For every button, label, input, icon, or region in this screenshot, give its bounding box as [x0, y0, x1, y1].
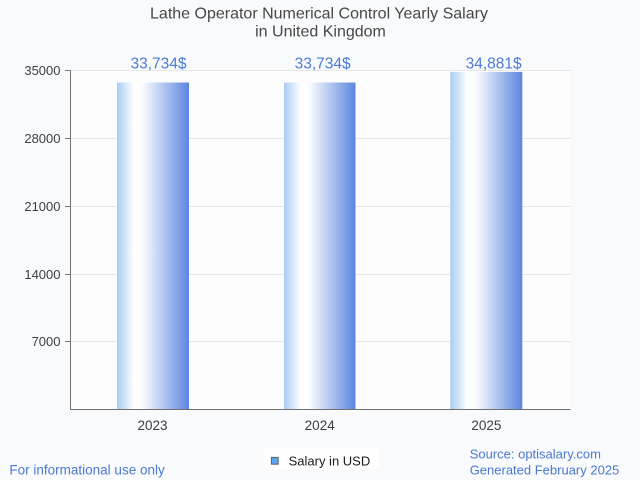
svg-text:33,734$: 33,734$: [130, 56, 186, 73]
svg-text:28000: 28000: [24, 131, 60, 146]
svg-text:Lathe Operator Numerical Contr: Lathe Operator Numerical Control Yearly …: [150, 6, 488, 23]
svg-text:14000: 14000: [24, 267, 60, 282]
svg-text:2023: 2023: [137, 418, 167, 433]
svg-text:34,881$: 34,881$: [466, 56, 522, 73]
svg-text:Source: optisalary.com: Source: optisalary.com: [470, 447, 601, 462]
svg-text:21000: 21000: [24, 199, 60, 214]
svg-text:Salary in USD: Salary in USD: [289, 454, 371, 469]
svg-text:in United Kingdom: in United Kingdom: [255, 24, 386, 41]
svg-text:2024: 2024: [305, 418, 336, 433]
svg-text:2025: 2025: [471, 418, 501, 433]
svg-text:For informational use only: For informational use only: [9, 463, 165, 478]
svg-text:7000: 7000: [32, 334, 61, 349]
svg-text:Generated February 2025: Generated February 2025: [470, 462, 620, 477]
svg-text:35000: 35000: [24, 63, 60, 78]
svg-text:33,734$: 33,734$: [295, 56, 351, 73]
